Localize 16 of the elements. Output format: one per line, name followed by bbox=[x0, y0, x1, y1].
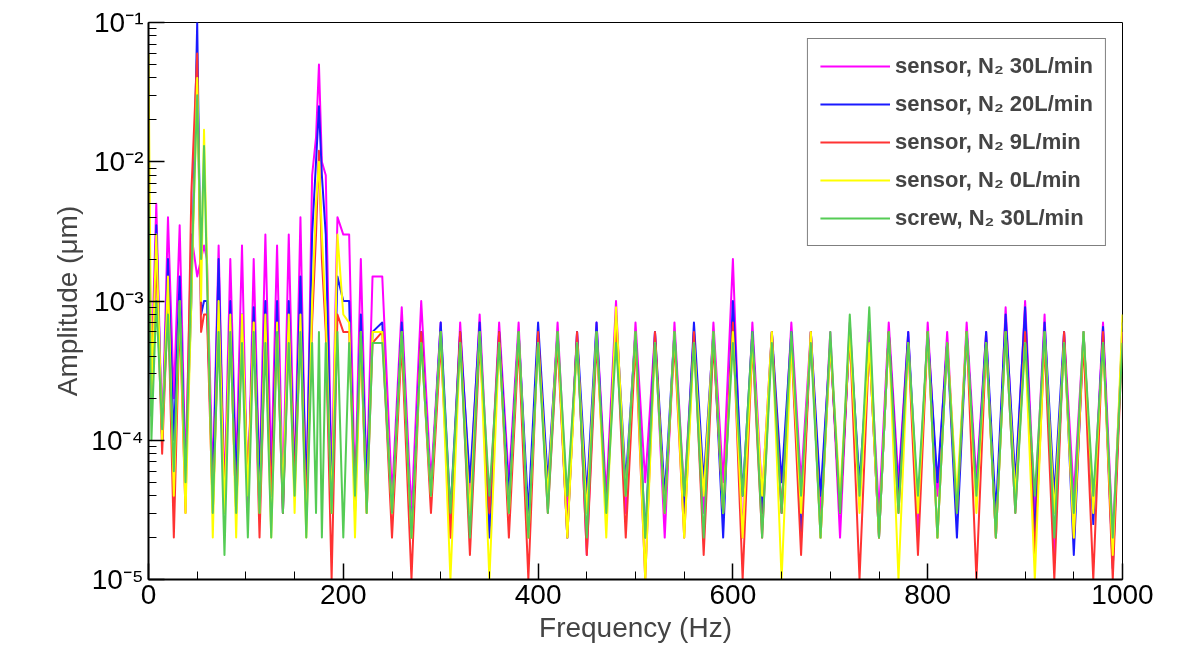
legend-label: screw, N₂ 30L/min bbox=[894, 204, 1084, 232]
legend-label: sensor, N₂ 30L/min bbox=[894, 52, 1093, 80]
x-tick-label: 1000 bbox=[1091, 578, 1154, 610]
y-tick-label: 10⁻⁴ bbox=[91, 424, 144, 456]
x-axis-title: Frequency (Hz) bbox=[539, 611, 732, 643]
x-tick-label: 800 bbox=[904, 578, 952, 610]
legend-label: sensor, N₂ 20L/min bbox=[894, 90, 1093, 118]
y-tick-label: 10⁻² bbox=[94, 146, 144, 178]
x-tick-label: 400 bbox=[514, 578, 562, 610]
x-tick-label: 200 bbox=[319, 578, 367, 610]
legend-label: sensor, N₂ 9L/min bbox=[894, 128, 1081, 156]
legend-label: sensor, N₂ 0L/min bbox=[894, 166, 1081, 194]
y-tick-label: 10⁻¹ bbox=[94, 7, 144, 38]
x-tick-label: 600 bbox=[709, 578, 757, 610]
y-axis-title: Amplitude (μm) bbox=[52, 205, 84, 397]
y-tick-label: 10⁻³ bbox=[94, 285, 144, 317]
